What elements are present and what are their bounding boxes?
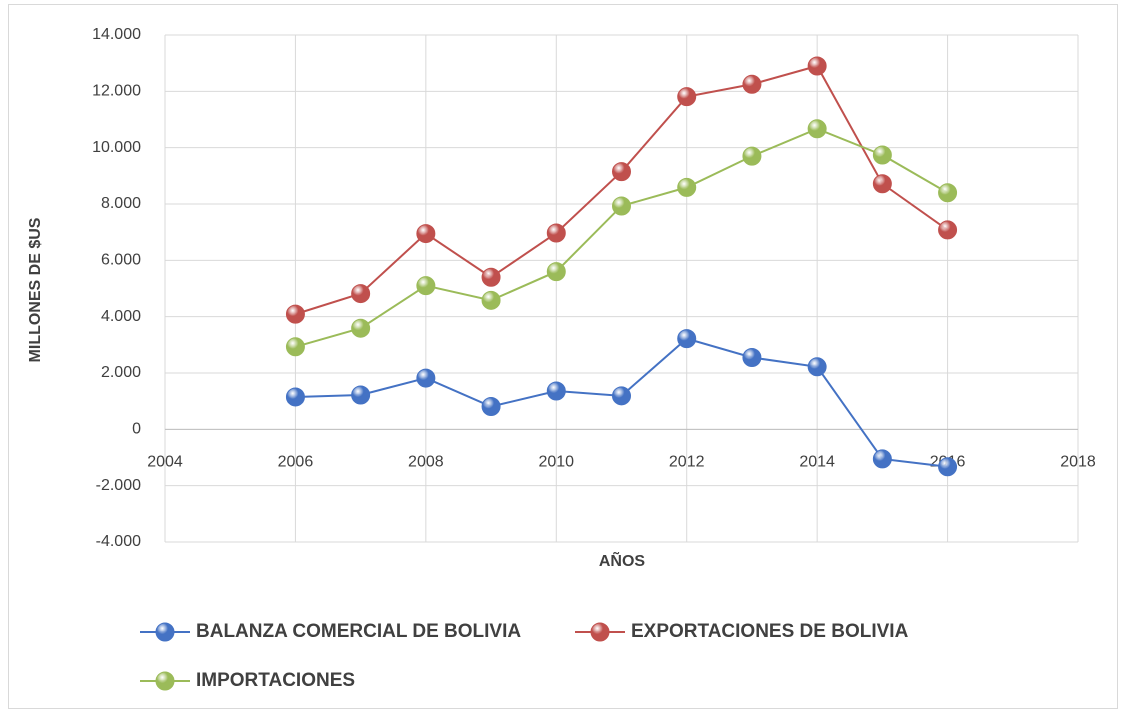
- data-point: [677, 87, 697, 107]
- legend-marker: [155, 671, 175, 691]
- data-point: [807, 119, 827, 139]
- x-tick-label: 2008: [408, 454, 444, 471]
- data-point: [285, 304, 305, 324]
- data-point: [351, 284, 371, 304]
- y-tick-label: 6.000: [101, 252, 141, 269]
- data-point: [872, 449, 892, 469]
- data-point: [612, 196, 631, 216]
- x-tick-label: 2006: [278, 454, 314, 471]
- data-point: [481, 397, 501, 417]
- data-point: [677, 329, 697, 349]
- data-point: [612, 386, 631, 406]
- y-tick-label: 10.000: [92, 139, 141, 156]
- data-point: [481, 290, 501, 310]
- x-tick-label: 2012: [669, 454, 705, 471]
- data-point: [872, 174, 892, 194]
- data-point: [938, 220, 958, 240]
- x-tick-label: 2018: [1060, 454, 1096, 471]
- y-tick-label: 12.000: [92, 83, 141, 100]
- data-point: [416, 368, 436, 388]
- data-point: [872, 145, 892, 165]
- y-axis-title: MILLONES DE $US: [27, 217, 44, 362]
- data-point: [546, 262, 566, 282]
- data-point: [546, 381, 566, 401]
- chart-border: [8, 4, 1118, 709]
- data-point: [285, 337, 305, 357]
- x-tick-label: 2004: [147, 454, 183, 471]
- data-point: [677, 177, 697, 197]
- data-point: [351, 385, 371, 405]
- data-point: [416, 276, 436, 296]
- data-point: [742, 348, 762, 368]
- data-point: [416, 224, 436, 244]
- y-tick-label: 14.000: [92, 26, 141, 43]
- y-tick-label: -4.000: [96, 533, 141, 550]
- data-point: [481, 267, 501, 287]
- y-tick-label: -2.000: [96, 477, 141, 494]
- data-point: [612, 162, 631, 182]
- data-point: [742, 74, 762, 94]
- y-tick-label: 2.000: [101, 364, 141, 381]
- x-tick-label: 2010: [538, 454, 574, 471]
- y-tick-label: 4.000: [101, 308, 141, 325]
- data-point: [546, 223, 566, 243]
- legend-label: BALANZA COMERCIAL DE BOLIVIA: [196, 621, 521, 642]
- data-point: [742, 146, 762, 166]
- data-point: [938, 457, 958, 477]
- data-point: [285, 387, 305, 407]
- data-point: [807, 56, 827, 76]
- legend-marker: [590, 622, 610, 642]
- legend-marker: [155, 622, 175, 642]
- x-tick-label: 2014: [799, 454, 835, 471]
- data-point: [351, 318, 371, 338]
- data-point: [807, 357, 827, 377]
- y-tick-label: 0: [132, 421, 141, 438]
- legend-label: EXPORTACIONES DE BOLIVIA: [631, 621, 909, 642]
- x-axis-title: AÑOS: [599, 550, 646, 570]
- legend-label: IMPORTACIONES: [196, 670, 355, 691]
- data-point: [938, 183, 958, 203]
- y-tick-label: 8.000: [101, 195, 141, 212]
